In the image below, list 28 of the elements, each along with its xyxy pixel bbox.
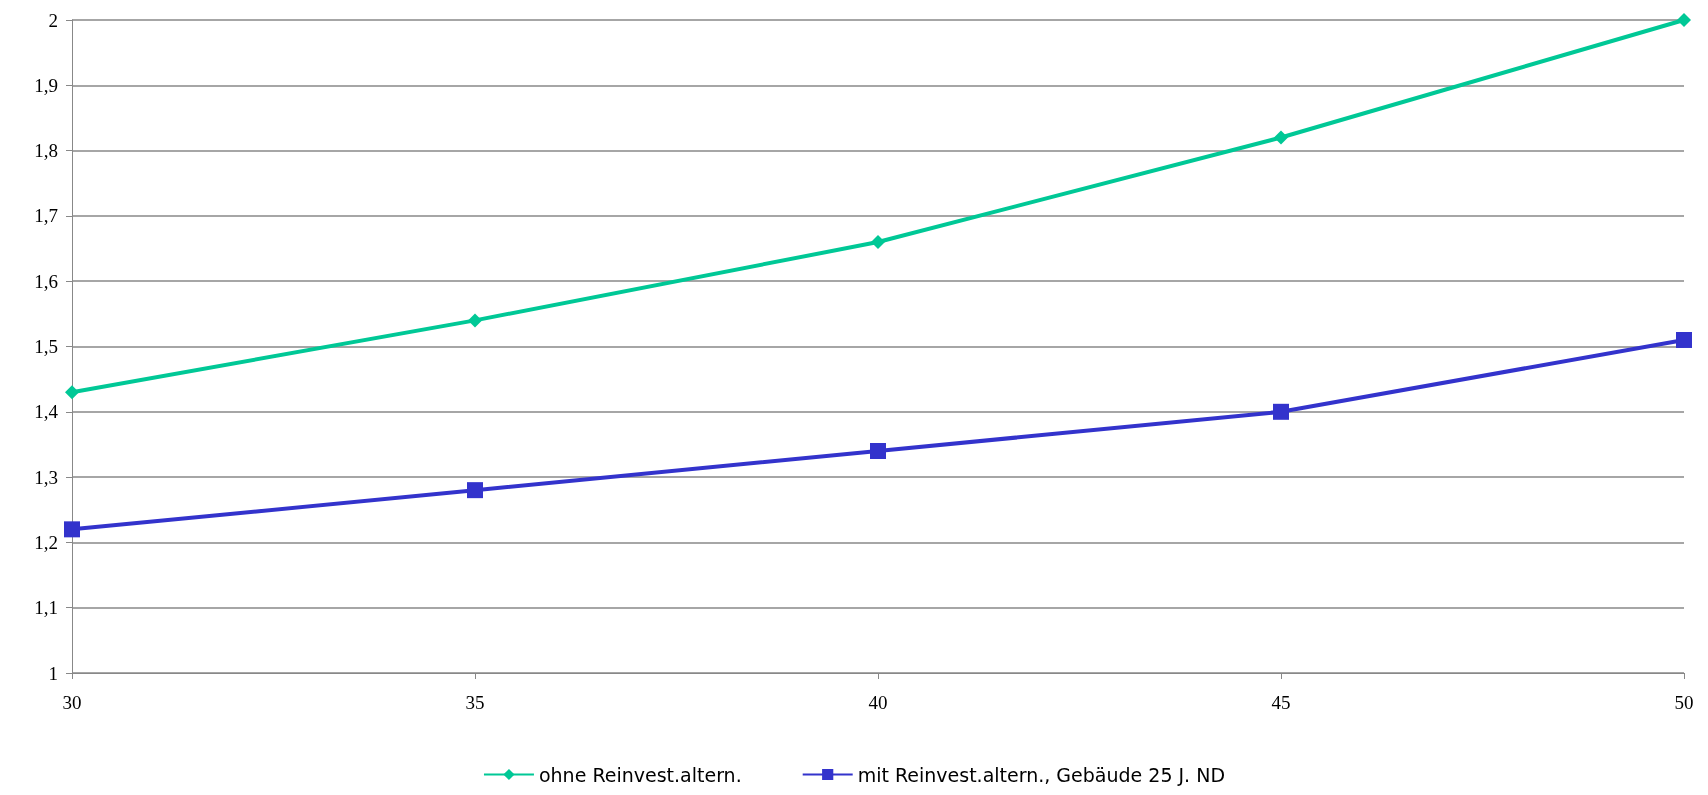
x-tick-label: 30 [62,692,82,713]
x-tick-label: 50 [1674,692,1694,713]
point [1274,130,1288,145]
y-tick-label: 1,3 [34,466,58,488]
y-tick-label: 1,4 [34,401,59,423]
point [871,235,885,250]
point [65,385,79,400]
y-tick-label: 1,7 [34,205,58,227]
point [1273,403,1289,420]
y-tick-label: 2 [48,9,58,31]
point [870,442,886,459]
y-tick-label: 1 [48,662,58,684]
y-tick-label: 1,9 [34,74,58,96]
point [64,521,80,538]
x-tick-label: 45 [1271,692,1291,713]
x-tick-label: 35 [465,692,485,713]
y-tick-label: 1,5 [34,336,58,357]
legend-label: ohne Reinvest.altern. [538,763,742,786]
point [467,482,483,499]
point [1676,331,1692,348]
point [1677,13,1691,27]
legend-label: mit Reinvest.altern., Gebäude 25 J. ND [857,763,1226,786]
x-tick-label: 40 [868,692,888,713]
y-tick-label: 1,8 [34,140,58,162]
y-tick-label: 1,2 [34,531,58,553]
y-tick-label: 1,6 [34,270,58,292]
point [468,313,482,328]
y-tick-label: 1,1 [34,597,58,619]
